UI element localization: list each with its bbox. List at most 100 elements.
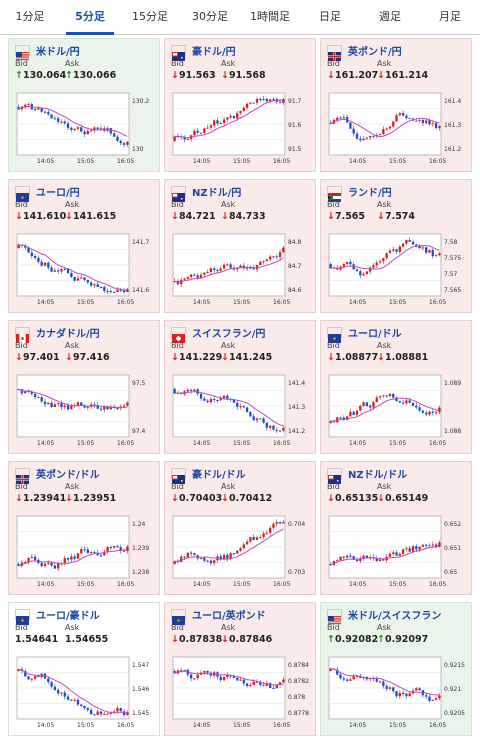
bid-price: ↓0.87838 xyxy=(171,634,222,645)
currency-pair-name[interactable]: 豪ドル/円 xyxy=(192,46,236,58)
currency-card[interactable]: ランド/円 Bid ↓7.565 Ask ↓7.574 7.58 7.575 7.57 7.56… xyxy=(320,179,472,313)
candle xyxy=(76,553,80,559)
currency-card[interactable]: 豪ドル/ドル Bid ↓0.70403 Ask ↓0.70412 0.704 0.703 14… xyxy=(164,461,316,595)
candle xyxy=(193,130,196,136)
currency-card[interactable]: スイスフラン/円 Bid ↓141.229 Ask ↓141.245 141.4 141.3… xyxy=(164,320,316,454)
currency-pair-name[interactable]: NZドル/円 xyxy=(192,187,242,199)
candle xyxy=(401,113,405,116)
chart-container[interactable]: 0.8784 0.8782 0.878 0.8778 14:05 15:05 16:05 xyxy=(171,653,311,733)
candle xyxy=(438,126,441,129)
currency-pair-name[interactable]: 英ポンド/円 xyxy=(348,46,402,58)
tab-4[interactable]: 1時間足 xyxy=(250,10,290,23)
currency-card[interactable]: 英ポンド/円 Bid ↓161.207 Ask ↓161.214 161.4 161.3 16… xyxy=(320,38,472,172)
chart-container[interactable]: 0.9215 0.921 0.9205 14:05 15:05 16:05 xyxy=(327,653,467,733)
candle xyxy=(96,711,99,715)
tab-2[interactable]: 15分足 xyxy=(132,10,168,23)
candle xyxy=(236,113,239,119)
candle xyxy=(43,111,47,113)
candle xyxy=(339,674,342,679)
currency-card[interactable]: ユーロ/英ポンド Bid ↓0.87838 Ask ↓0.87846 0.8784 0.87… xyxy=(164,602,316,736)
tab-6[interactable]: 週足 xyxy=(379,10,401,23)
currency-card[interactable]: NZドル/円 Bid ↓84.721 Ask ↓84.733 84.8 84.7 84.6 14… xyxy=(164,179,316,313)
currency-pair-name[interactable]: 米ドル/円 xyxy=(36,46,80,58)
candle xyxy=(106,713,109,715)
candle xyxy=(408,118,411,120)
candle xyxy=(249,412,252,417)
candle xyxy=(259,681,262,685)
candle xyxy=(219,268,222,271)
currency-card[interactable]: カナダドル/円 Bid ↓97.401 Ask ↓97.416 97.5 97.4 14:05… xyxy=(8,320,160,454)
chart-container[interactable]: 141.4 141.3 141.2 14:05 15:05 16:05 xyxy=(171,371,311,451)
candle xyxy=(265,99,269,102)
y-tick-label: 84.7 xyxy=(288,263,302,270)
x-tick-label: 15:05 xyxy=(77,158,94,165)
chart-container[interactable]: 1.24 1.239 1.238 14:05 15:05 16:05 xyxy=(15,512,155,592)
currency-pair-name[interactable]: ユーロ/ドル xyxy=(348,328,402,340)
chart-container[interactable]: 130.2 130 14:05 15:05 16:05 xyxy=(15,89,155,169)
chart-container[interactable]: 1.089 1.088 14:05 15:05 16:05 xyxy=(327,371,467,451)
currency-card[interactable]: 豪ドル/円 Bid ↓91.563 Ask ↓91.568 91.7 91.6 91.5 14:… xyxy=(164,38,316,172)
candle xyxy=(43,401,47,405)
candle xyxy=(63,121,66,124)
x-tick-label: 14:05 xyxy=(37,722,54,729)
candle xyxy=(189,274,193,277)
currency-pair-name[interactable]: ユーロ/円 xyxy=(36,187,80,199)
candle xyxy=(372,402,375,408)
currency-card[interactable]: NZドル/ドル Bid ↓0.65135 Ask ↓0.65149 0.652 0.651 0… xyxy=(320,461,472,595)
candle xyxy=(60,403,63,408)
currency-pair-name[interactable]: ランド/円 xyxy=(348,187,392,199)
currency-card[interactable]: ユーロ/豪ドル Bid 1.54641 Ask 1.54655 1.547 1.546 1.5… xyxy=(8,602,160,736)
chart-container[interactable]: 0.652 0.651 0.65 14:05 15:05 16:05 xyxy=(327,512,467,592)
bid-value: 84.721 xyxy=(178,211,216,222)
currency-card[interactable]: ユーロ/ドル Bid ↓1.08877 Ask ↓1.08881 1.089 1.088 14… xyxy=(320,320,472,454)
candle xyxy=(109,406,113,410)
candle xyxy=(226,395,229,400)
chart-container[interactable]: 97.5 97.4 14:05 15:05 16:05 xyxy=(15,371,155,451)
candle xyxy=(33,109,37,111)
chart-container[interactable]: 91.7 91.6 91.5 14:05 15:05 16:05 xyxy=(171,89,311,169)
flag-icon xyxy=(15,467,30,484)
y-tick-label: 97.5 xyxy=(132,380,146,387)
chart-container[interactable]: 84.8 84.7 84.6 14:05 15:05 16:05 xyxy=(171,230,311,310)
tab-0[interactable]: 1分足 xyxy=(15,10,45,23)
currency-pair-name[interactable]: カナダドル/円 xyxy=(36,328,100,340)
candle xyxy=(272,523,275,528)
chart-container[interactable]: 0.704 0.703 14:05 15:05 16:05 xyxy=(171,512,311,592)
tab-5[interactable]: 日足 xyxy=(319,10,341,23)
currency-pair-name[interactable]: 英ポンド/ドル xyxy=(36,469,100,481)
chart-container[interactable]: 161.4 161.3 161.2 14:05 15:05 16:05 xyxy=(327,89,467,169)
candle xyxy=(434,544,438,547)
candle xyxy=(103,551,106,556)
y-tick-label: 0.651 xyxy=(444,545,461,552)
ask-value: 1.54655 xyxy=(65,634,109,645)
tab-7[interactable]: 月足 xyxy=(439,10,461,23)
currency-card[interactable]: 米ドル/スイスフラン Bid ↑0.92082 Ask ↑0.92097 0.9215 0.… xyxy=(320,602,472,736)
candle xyxy=(203,128,206,134)
ask-label: Ask xyxy=(377,59,392,68)
currency-card[interactable]: ユーロ/円 Bid ↓141.610 Ask ↓141.615 141.7 141.6 14:… xyxy=(8,179,160,313)
currency-pair-name[interactable]: ユーロ/豪ドル xyxy=(36,610,100,622)
currency-card[interactable]: 英ポンド/ドル Bid ↓1.23941 Ask ↓1.23951 1.24 1.239 1.… xyxy=(8,461,160,595)
ask-price: ↓0.87846 xyxy=(221,634,272,645)
chart-container[interactable]: 141.7 141.6 14:05 15:05 16:05 xyxy=(15,230,155,310)
candle xyxy=(203,670,206,673)
candle xyxy=(222,119,226,123)
x-tick-label: 14:05 xyxy=(37,581,54,588)
currency-pair-name[interactable]: NZドル/ドル xyxy=(348,469,408,481)
tab-1[interactable]: 5分足 xyxy=(60,0,120,35)
currency-pair-name[interactable]: ユーロ/英ポンド xyxy=(192,610,266,622)
arrow-down-icon: ↓ xyxy=(171,493,179,504)
candle xyxy=(209,560,213,564)
candle xyxy=(362,402,365,406)
candle xyxy=(349,555,352,557)
candle xyxy=(421,410,425,413)
chart-container[interactable]: 7.58 7.575 7.57 7.565 14:05 15:05 16:05 xyxy=(327,230,467,310)
tab-3[interactable]: 30分足 xyxy=(192,10,228,23)
currency-pair-name[interactable]: スイスフラン/円 xyxy=(192,328,266,340)
bid-price: ↓91.563 xyxy=(171,70,216,81)
currency-card[interactable]: 米ドル/円 Bid ↑130.064 Ask ↑130.066 130.2 130 14:05… xyxy=(8,38,160,172)
candle xyxy=(126,546,129,552)
currency-pair-name[interactable]: 豪ドル/ドル xyxy=(192,469,246,481)
chart-container[interactable]: 1.547 1.546 1.545 14:05 15:05 16:05 xyxy=(15,653,155,733)
currency-pair-name[interactable]: 米ドル/スイスフラン xyxy=(348,610,442,622)
